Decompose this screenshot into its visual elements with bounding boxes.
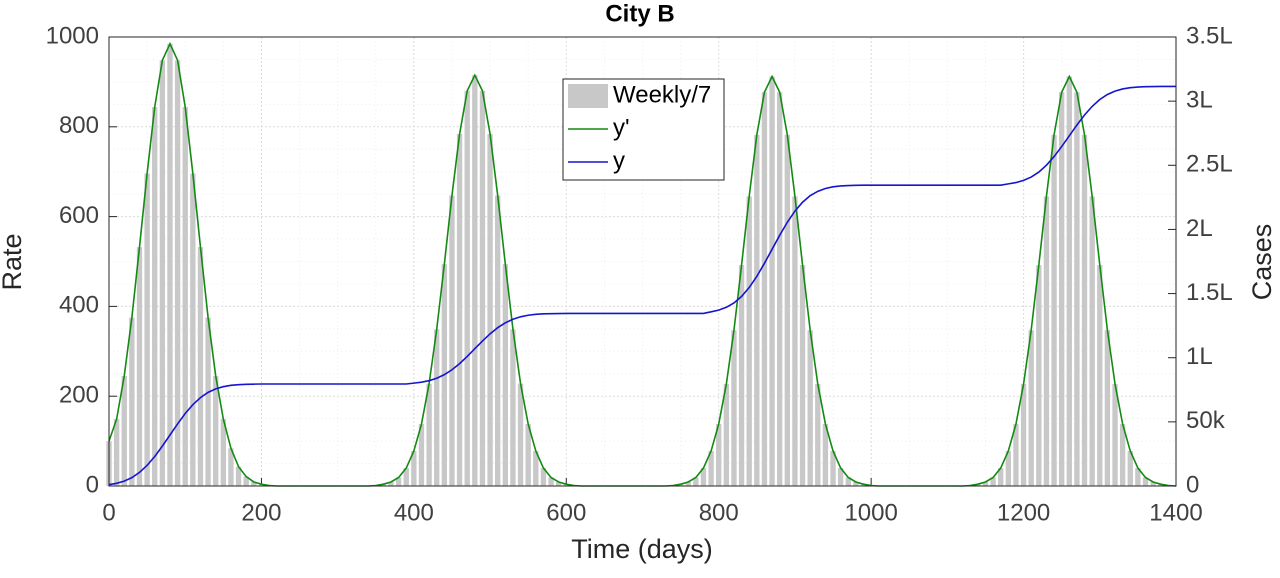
bar [1082,135,1087,486]
bar [1044,196,1049,486]
legend-label: Weekly/7 [613,81,711,108]
bar [503,264,508,486]
bar [762,92,767,486]
x-tick-label: 1200 [997,499,1050,526]
legend-swatch [568,84,608,108]
bar [724,384,729,486]
bar [792,196,797,486]
bar [1021,384,1026,486]
chart-title: City B [605,0,674,27]
y2-axis-label: Cases [1247,224,1277,301]
bar [122,376,127,486]
bar [167,44,172,486]
x-tick-label: 1400 [1149,499,1202,526]
y2-tick-label: 1.5L [1186,279,1233,306]
bar [449,195,454,486]
bar [213,376,218,486]
bar [1089,196,1094,486]
bar [434,329,439,486]
legend-label: y [613,147,625,174]
bar [754,135,759,486]
legend-label: y' [613,114,630,141]
y2-tick-label: 1L [1186,343,1213,370]
bar [205,318,210,486]
bar [777,92,782,486]
bar [426,384,431,486]
bar [457,134,462,486]
y2-tick-label: 2L [1186,215,1213,242]
y-tick-label: 800 [59,112,99,139]
y-tick-label: 200 [59,382,99,409]
bar [137,247,142,486]
y-tick-label: 1000 [46,22,99,49]
bar [1097,265,1102,486]
y-tick-label: 400 [59,292,99,319]
bar [510,329,515,486]
bar [1074,92,1079,486]
bar [495,195,500,486]
x-tick-label: 600 [546,499,586,526]
x-tick-label: 800 [699,499,739,526]
bar [190,173,195,486]
bar [472,75,477,486]
x-tick-label: 1000 [844,499,897,526]
y2-tick-label: 3L [1186,86,1213,113]
bar [731,330,736,486]
y2-tick-label: 0 [1186,471,1199,498]
bar [1029,330,1034,486]
bar [1112,384,1117,486]
y2-tick-label: 3.5L [1186,22,1233,49]
bar [129,318,134,486]
bar [808,330,813,486]
bar [198,247,203,486]
bar [815,384,820,486]
bar [769,77,774,486]
bar [518,384,523,486]
bar [1059,92,1064,486]
y2-tick-label: 50k [1186,407,1226,434]
bar [747,196,752,486]
bar [144,173,149,486]
y-axis-label: Rate [0,233,27,290]
y-tick-label: 0 [86,471,99,498]
bar [487,134,492,486]
bar [152,107,157,486]
bar [1105,330,1110,486]
x-tick-label: 0 [102,499,115,526]
bar [114,419,119,486]
bar [160,60,165,486]
bar [785,135,790,486]
y-tick-label: 600 [59,202,99,229]
x-tick-label: 200 [241,499,281,526]
bar [1051,135,1056,486]
bar [183,107,188,486]
x-tick-label: 400 [394,499,434,526]
bar [800,265,805,486]
bar [465,91,470,486]
bar [480,91,485,486]
bar [1036,265,1041,486]
x-axis-label: Time (days) [571,534,713,564]
y2-tick-label: 2.5L [1186,151,1233,178]
